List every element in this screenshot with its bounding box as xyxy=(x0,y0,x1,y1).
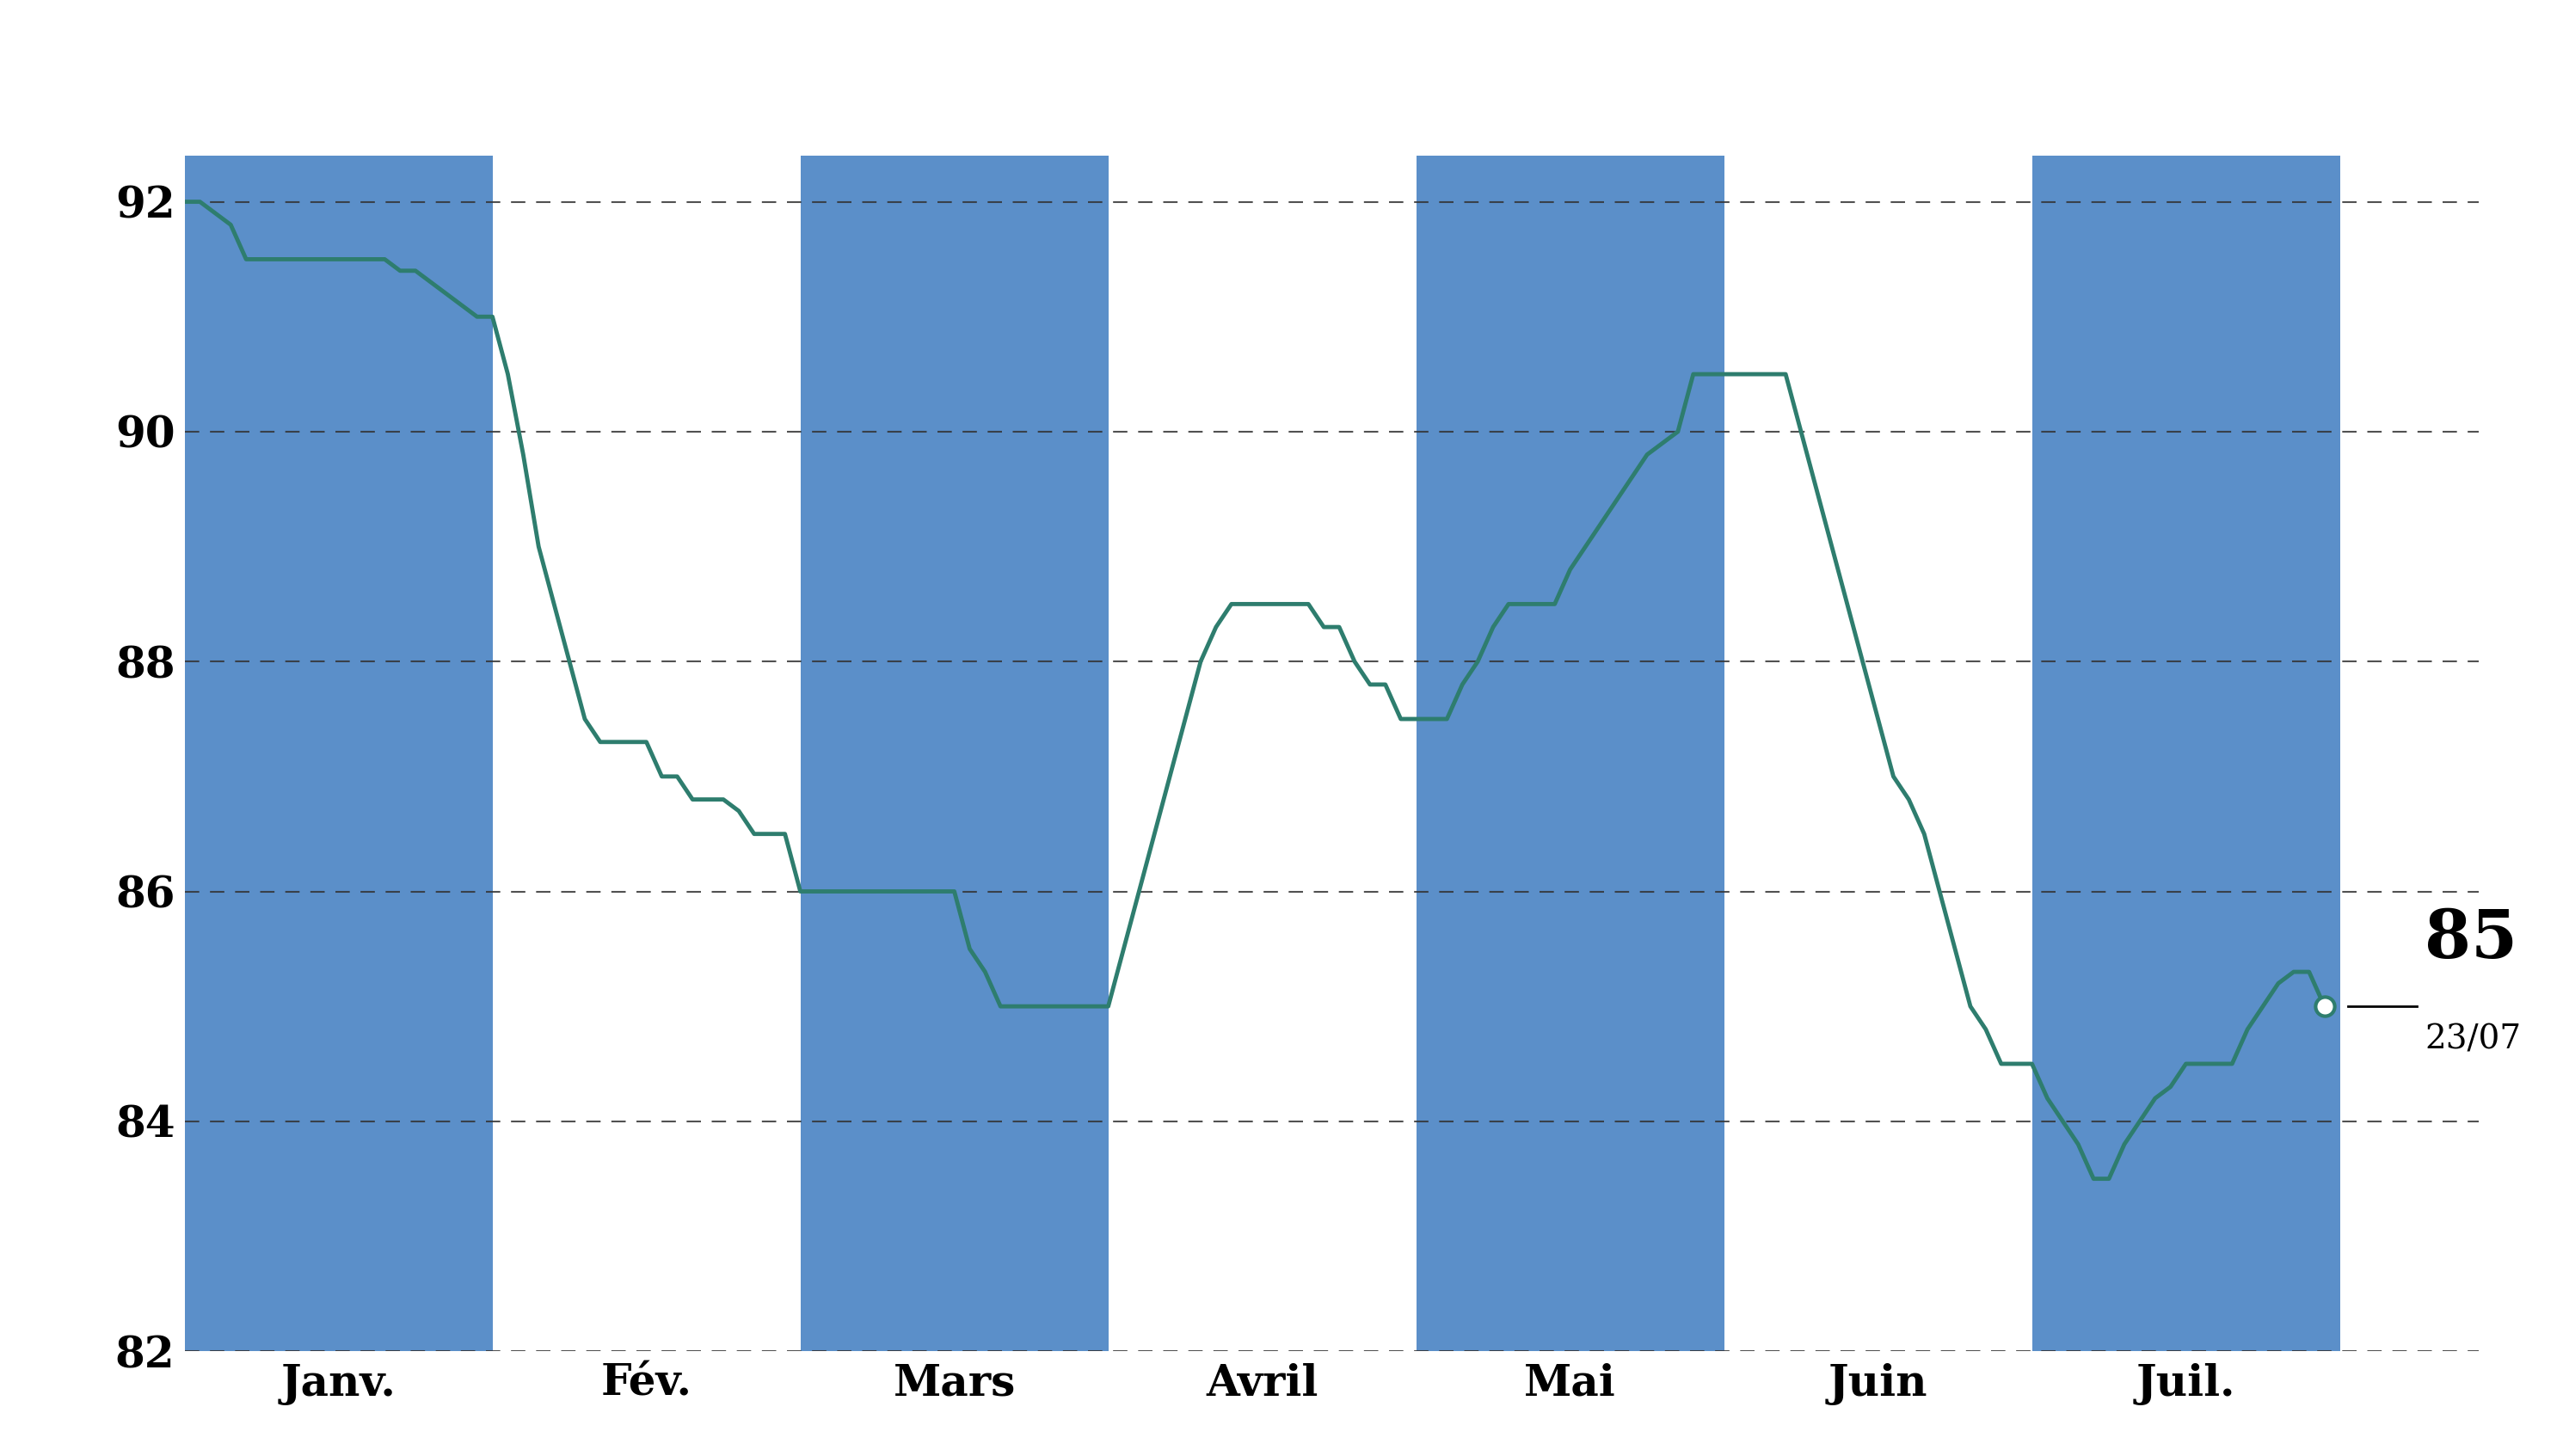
Bar xyxy=(800,156,1107,1351)
Bar xyxy=(2032,156,2340,1351)
Text: SELECTIRENTE: SELECTIRENTE xyxy=(866,10,1697,109)
Text: 23/07: 23/07 xyxy=(2425,1024,2522,1056)
Bar xyxy=(185,156,492,1351)
Text: 85: 85 xyxy=(2425,907,2517,971)
Bar xyxy=(1417,156,1725,1351)
